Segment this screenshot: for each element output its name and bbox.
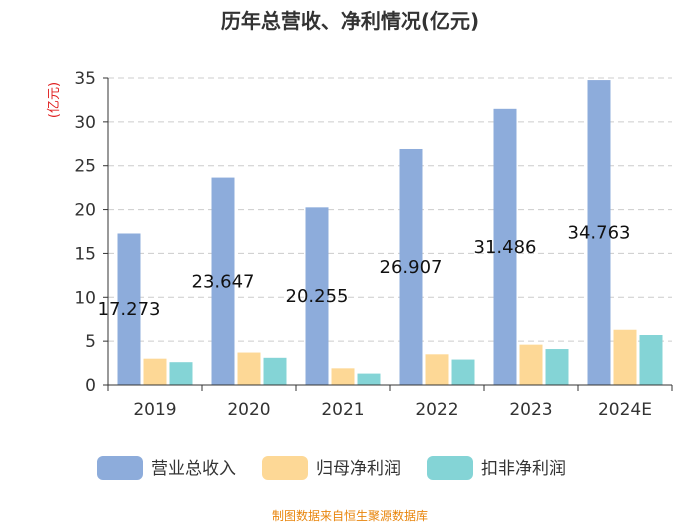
y-tick-label: 20 bbox=[74, 201, 96, 221]
gridlines bbox=[108, 77, 672, 342]
x-tick-label: 2019 bbox=[133, 400, 176, 420]
bar-2022-series-2[interactable] bbox=[425, 354, 449, 385]
y-tick-label: 25 bbox=[74, 157, 96, 177]
bar-2020-series-3[interactable] bbox=[263, 357, 287, 385]
bar-2019-series-1[interactable] bbox=[117, 233, 141, 385]
legend-label: 扣非净利润 bbox=[481, 459, 566, 479]
y-tick-label: 5 bbox=[85, 332, 96, 352]
legend-swatch bbox=[262, 456, 308, 480]
data-label-2020: 23.647 bbox=[192, 271, 255, 292]
data-label-2019: 17.273 bbox=[98, 299, 161, 320]
data-label-2024E: 34.763 bbox=[568, 223, 631, 244]
y-tick-label: 30 bbox=[74, 113, 96, 133]
data-label-2022: 26.907 bbox=[380, 257, 443, 278]
bar-2022-series-3[interactable] bbox=[451, 359, 475, 385]
bar-2022-series-1[interactable] bbox=[399, 148, 423, 385]
legend-label: 营业总收入 bbox=[151, 459, 236, 479]
data-labels: 17.273 23.647 20.255 26.907 31.486 34.763 bbox=[98, 223, 631, 321]
legend-item-1[interactable]: 营业总收入 bbox=[97, 456, 236, 480]
x-tick-label: 2024E bbox=[598, 400, 652, 420]
legend-swatch bbox=[97, 456, 143, 480]
legend[interactable]: 营业总收入 归母净利润 扣非净利润 bbox=[97, 456, 566, 480]
y-tick-label: 35 bbox=[74, 69, 96, 89]
bar-2024E-series-1[interactable] bbox=[587, 80, 611, 385]
y-tick-label: 10 bbox=[74, 288, 96, 308]
bar-2021-series-3[interactable] bbox=[357, 373, 381, 385]
x-tick-label: 2020 bbox=[227, 400, 270, 420]
bar-2023-series-3[interactable] bbox=[545, 349, 569, 385]
data-label-2021: 20.255 bbox=[286, 286, 349, 307]
y-axis: 0 5 10 15 20 25 30 35 bbox=[74, 69, 109, 396]
x-axis: 2019 2020 2021 2022 2023 2024E bbox=[107, 384, 673, 420]
y-tick-label: 0 bbox=[85, 376, 96, 396]
bar-2019-series-3[interactable] bbox=[169, 362, 193, 385]
bar-2021-series-1[interactable] bbox=[305, 207, 329, 385]
bar-2020-series-2[interactable] bbox=[237, 352, 261, 385]
bar-2021-series-2[interactable] bbox=[331, 368, 355, 385]
data-label-2023: 31.486 bbox=[474, 237, 537, 258]
x-tick-label: 2022 bbox=[415, 400, 458, 420]
bar-2019-series-2[interactable] bbox=[143, 358, 167, 385]
legend-label: 归母净利润 bbox=[316, 459, 401, 479]
x-tick-label: 2023 bbox=[509, 400, 552, 420]
bar-2024E-series-3[interactable] bbox=[639, 335, 663, 385]
legend-swatch bbox=[427, 456, 473, 480]
bar-2023-series-1[interactable] bbox=[493, 108, 517, 385]
bar-2024E-series-2[interactable] bbox=[613, 329, 637, 385]
chart-title: 历年总营收、净利情况(亿元) bbox=[221, 9, 479, 33]
bars bbox=[117, 80, 663, 385]
bar-2023-series-2[interactable] bbox=[519, 344, 543, 385]
y-axis-unit-label: (亿元) bbox=[47, 82, 62, 118]
bar-2020-series-1[interactable] bbox=[211, 177, 235, 385]
x-tick-label: 2021 bbox=[321, 400, 364, 420]
y-tick-label: 15 bbox=[74, 244, 96, 264]
legend-item-2[interactable]: 归母净利润 bbox=[262, 456, 401, 480]
legend-item-3[interactable]: 扣非净利润 bbox=[427, 456, 566, 480]
source-note: 制图数据来自恒生聚源数据库 bbox=[272, 508, 428, 523]
